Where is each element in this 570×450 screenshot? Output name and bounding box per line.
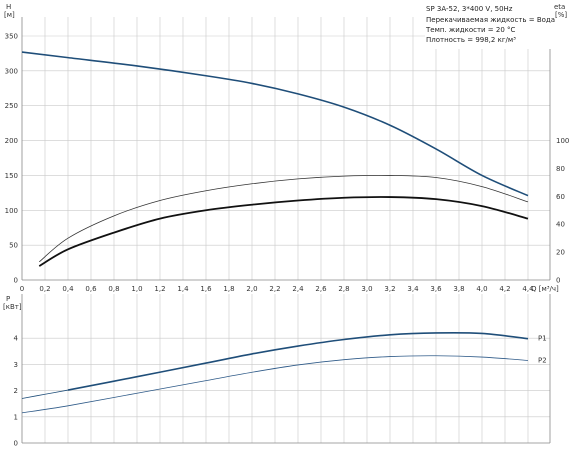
- power-y-tick-label: 2: [14, 387, 18, 395]
- x-tick-label: 4,0: [476, 285, 487, 293]
- power-curve-p1: [67, 331, 529, 391]
- eta-y-tick-label: 0: [556, 277, 560, 285]
- x-tick-label: 4,2: [499, 285, 510, 293]
- eta-y-tick-label: 40: [556, 221, 565, 229]
- flow-axis-label: Q [м³/ч]: [531, 285, 559, 293]
- head-y-tick-label: 350: [5, 33, 18, 41]
- head-y-tick-label: 150: [5, 172, 18, 180]
- x-tick-label: 3,6: [430, 285, 442, 293]
- x-tick-label: 2,8: [338, 285, 349, 293]
- power-y-tick-label: 4: [14, 335, 19, 343]
- x-tick-label: 3,8: [453, 285, 464, 293]
- power-grid: [22, 294, 550, 443]
- axes: [21, 17, 551, 444]
- x-tick-label: 0,6: [85, 285, 97, 293]
- eta-y-tick-label: 20: [556, 249, 565, 257]
- head-axis-label-symbol: H: [6, 3, 11, 11]
- series-label-p2: P2: [538, 356, 547, 364]
- eta-y-tick-label: 80: [556, 165, 565, 173]
- x-tick-label: 0,2: [39, 285, 50, 293]
- head-y-tick-label: 100: [5, 207, 18, 215]
- power-y-tick-label: 1: [14, 413, 18, 421]
- eta-axis-label-unit: [%]: [555, 11, 567, 19]
- power-axis-label-symbol: P: [6, 295, 10, 303]
- x-tick-label: 0: [20, 285, 24, 293]
- x-tick-label: 2,4: [292, 285, 304, 293]
- info-title: SP 3A-52, 3*400 V, 50Hz: [426, 5, 513, 13]
- x-tick-label: 4,4: [522, 285, 534, 293]
- x-tick-label: 3,4: [407, 285, 419, 293]
- x-tick-label: 1,2: [154, 285, 165, 293]
- info-line-temp: Темп. жидкости = 20 °C: [425, 26, 516, 34]
- head-y-tick-label: 250: [5, 102, 18, 110]
- head-y-tick-label: 0: [14, 277, 18, 285]
- head-y-tick-label: 300: [5, 67, 18, 75]
- efficiency-curve-thin: [38, 174, 529, 263]
- head-grid: [22, 17, 550, 280]
- x-tick-label: 3,2: [384, 285, 395, 293]
- power-curve-p1-extension: [21, 389, 69, 399]
- power-y-tick-label: 3: [14, 361, 18, 369]
- x-tick-label: 3,0: [361, 285, 372, 293]
- series-label-p1: P1: [538, 335, 547, 343]
- power-y-tick-label: 0: [14, 440, 18, 448]
- x-tick-label: 2,2: [269, 285, 280, 293]
- x-tick-label: 1,0: [131, 285, 142, 293]
- eta-axis-label-symbol: eta: [554, 3, 565, 11]
- info-line-density: Плотность = 998,2 кг/м³: [426, 36, 516, 44]
- efficiency-curve-bold: [38, 196, 529, 267]
- x-tick-label: 1,6: [200, 285, 212, 293]
- x-tick-label: 1,4: [177, 285, 189, 293]
- power-axis-label-unit: [кВт]: [3, 303, 22, 311]
- x-tick-label: 1,8: [223, 285, 234, 293]
- info-line-liquid: Перекачиваемая жидкость = Вода: [426, 16, 555, 24]
- x-tick-label: 0,4: [62, 285, 74, 293]
- power-curve-p2: [21, 355, 529, 414]
- x-tick-label: 2,0: [246, 285, 257, 293]
- info-box: [425, 4, 553, 49]
- curves: P1 P2: [21, 51, 547, 414]
- eta-y-tick-label: 60: [556, 193, 565, 201]
- head-axis-label-unit: [м]: [4, 11, 15, 19]
- x-tick-label: 2,6: [315, 285, 327, 293]
- head-y-tick-label: 200: [5, 137, 18, 145]
- head-y-tick-label: 50: [9, 242, 18, 250]
- eta-y-tick-label: 100: [556, 137, 569, 145]
- head-curve: [21, 51, 529, 197]
- x-tick-label: 0,8: [108, 285, 119, 293]
